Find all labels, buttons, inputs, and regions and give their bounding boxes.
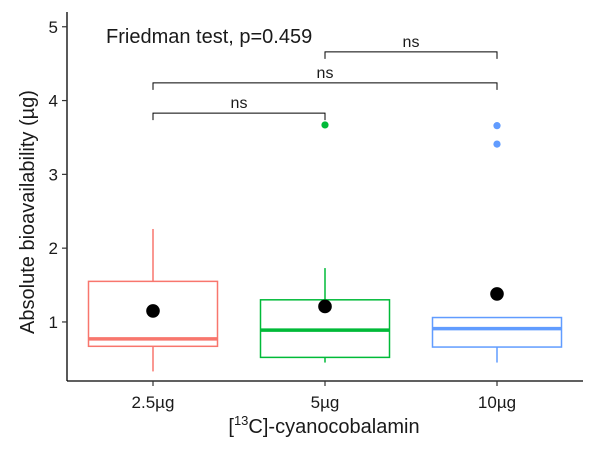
x-axis-title-post: C]-cyanocobalamin <box>248 416 419 438</box>
significance-label: ns <box>403 34 420 51</box>
x-axis-title-sup: 13 <box>234 413 248 428</box>
y-tick-label-2: 2 <box>49 239 58 258</box>
y-tick-label-5: 5 <box>49 18 58 37</box>
y-tick-label-4: 4 <box>49 92 58 111</box>
box-group-2 <box>259 121 391 363</box>
comparison-bracket-3: ns <box>324 34 498 59</box>
significance-label: ns <box>317 65 334 82</box>
box-group-1 <box>87 228 219 372</box>
bracket-line <box>324 51 498 59</box>
y-tick-label-1: 1 <box>49 313 58 332</box>
box-group-3 <box>431 122 563 363</box>
y-axis-title: Absolute bioavailability (µg) <box>17 90 39 334</box>
comparison-bracket-1: ns <box>152 95 326 121</box>
mean-point <box>146 304 160 318</box>
x-tick-label-3: 10µg <box>478 393 516 412</box>
y-tick-label-3: 3 <box>49 165 58 184</box>
bracket-line <box>152 112 326 121</box>
x-tick-label-2: 5µg <box>311 393 340 412</box>
mean-point <box>318 299 332 314</box>
x-tick-label-1: 2.5µg <box>132 393 175 412</box>
outlier-point-1 <box>493 140 501 148</box>
bracket-line <box>152 82 498 90</box>
comparison-bracket-2: ns <box>152 65 498 90</box>
significance-label: ns <box>231 95 248 112</box>
outlier-point-2 <box>493 122 501 130</box>
outlier-point-1 <box>321 121 329 129</box>
box <box>431 316 563 348</box>
test-annotation: Friedman test, p=0.459 <box>106 26 312 48</box>
x-axis-title-pre: [ <box>228 416 234 438</box>
x-axis-title: [13C]-cyanocobalamin <box>228 413 419 438</box>
mean-point <box>490 287 504 301</box>
